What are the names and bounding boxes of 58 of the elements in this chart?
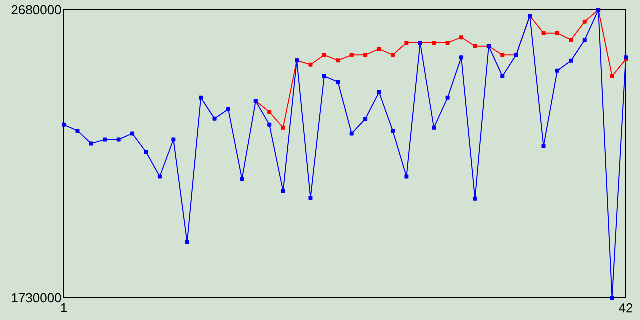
- point: [500, 74, 505, 78]
- point: [432, 41, 436, 46]
- point: [199, 96, 204, 100]
- point: [103, 138, 108, 142]
- point: [377, 47, 382, 52]
- point: [185, 240, 190, 245]
- point: [582, 38, 587, 42]
- x-tick-label: 1: [61, 304, 67, 312]
- point: [582, 20, 587, 24]
- point: [377, 90, 382, 94]
- y-tick-label: 1730000: [12, 293, 62, 303]
- point: [610, 296, 614, 300]
- point: [158, 174, 162, 179]
- point: [446, 96, 450, 100]
- point: [336, 80, 340, 84]
- point: [473, 196, 478, 201]
- point: [240, 177, 244, 182]
- point: [446, 41, 450, 46]
- point: [390, 128, 395, 133]
- point: [610, 74, 614, 78]
- point: [350, 132, 354, 136]
- point: [212, 116, 217, 121]
- point: [432, 126, 436, 130]
- point: [364, 117, 368, 122]
- point: [144, 150, 148, 154]
- point: [542, 31, 546, 36]
- point: [473, 44, 478, 48]
- point: [322, 53, 326, 58]
- point: [62, 122, 66, 127]
- point: [555, 68, 560, 73]
- point: [404, 174, 409, 179]
- point: [336, 58, 340, 63]
- point: [555, 31, 560, 36]
- point: [500, 53, 505, 58]
- point: [350, 53, 354, 58]
- y-tick-label: 2680000: [12, 5, 62, 15]
- point: [364, 53, 368, 58]
- point: [130, 132, 135, 136]
- point: [281, 189, 286, 194]
- point: [268, 122, 272, 127]
- point: [281, 126, 286, 130]
- x-tick-label: 42: [619, 304, 633, 313]
- point: [404, 41, 409, 46]
- point: [172, 138, 176, 142]
- point: [308, 62, 313, 67]
- point: [308, 196, 313, 200]
- point: [322, 74, 326, 78]
- point: [76, 128, 80, 133]
- point: [460, 56, 464, 60]
- point: [542, 144, 546, 148]
- point: [226, 107, 230, 112]
- point: [390, 53, 395, 58]
- point: [569, 38, 574, 42]
- point: [569, 58, 574, 63]
- point: [268, 110, 272, 114]
- point: [460, 36, 464, 40]
- point: [116, 138, 121, 142]
- point: [89, 142, 94, 146]
